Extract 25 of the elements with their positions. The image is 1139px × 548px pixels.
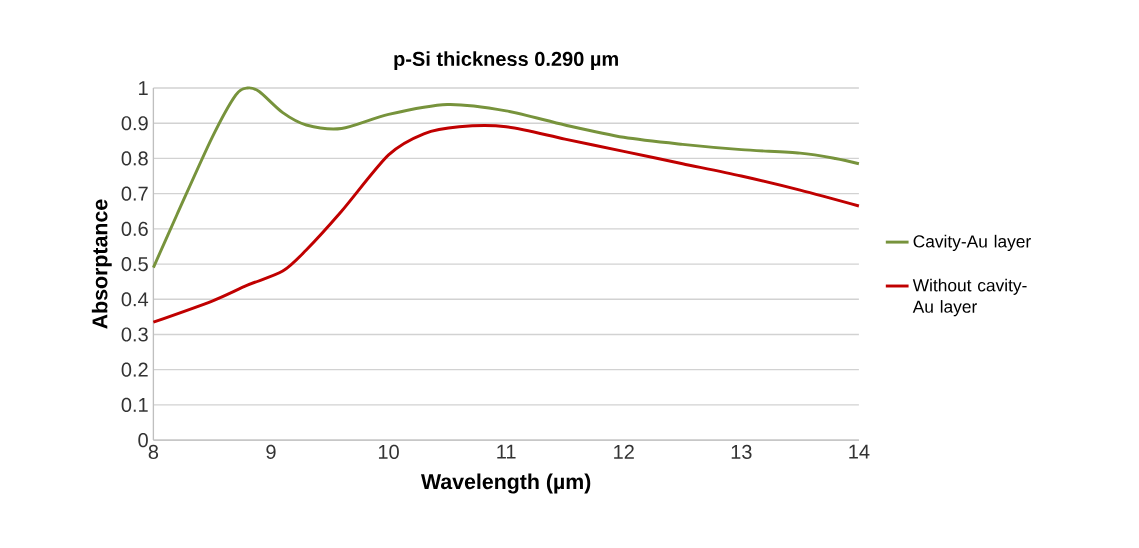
y-tick-label: 0.3 bbox=[121, 327, 148, 342]
legend-label: Without cavity-Au layer bbox=[912, 278, 1027, 317]
x-tick-label: 11 bbox=[497, 444, 516, 459]
y-tick-label: 0.7 bbox=[121, 186, 148, 201]
x-tick-label: 12 bbox=[614, 444, 634, 459]
legend-label: Cavity-Au layer bbox=[913, 234, 1031, 251]
x-tick-label: 13 bbox=[731, 444, 752, 459]
y-tick-label: 1 bbox=[139, 81, 148, 95]
y-tick-label: 0.1 bbox=[121, 397, 148, 412]
line-series bbox=[151, 86, 861, 269]
y-tick-label: 0.4 bbox=[121, 292, 149, 307]
x-axis-title: Wavelength (µm) bbox=[420, 473, 591, 494]
y-tick-label: 0.8 bbox=[121, 151, 148, 166]
x-tick-label: 9 bbox=[266, 444, 276, 459]
line-series bbox=[151, 124, 861, 324]
y-tick-label: 0.2 bbox=[121, 362, 148, 377]
y-tick-label: 0.9 bbox=[121, 116, 148, 131]
x-tick-label: 8 bbox=[148, 444, 159, 459]
chart-title: p-Si thickness 0.290 µm bbox=[394, 51, 618, 70]
y-axis-title: Absorptance bbox=[91, 199, 112, 329]
y-tick-label: 0 bbox=[138, 432, 148, 448]
y-tick-label: 0.5 bbox=[121, 256, 148, 272]
x-tick-label: 10 bbox=[378, 444, 399, 459]
y-tick-label: 0.6 bbox=[121, 221, 148, 236]
x-tick-label: 14 bbox=[849, 444, 870, 459]
